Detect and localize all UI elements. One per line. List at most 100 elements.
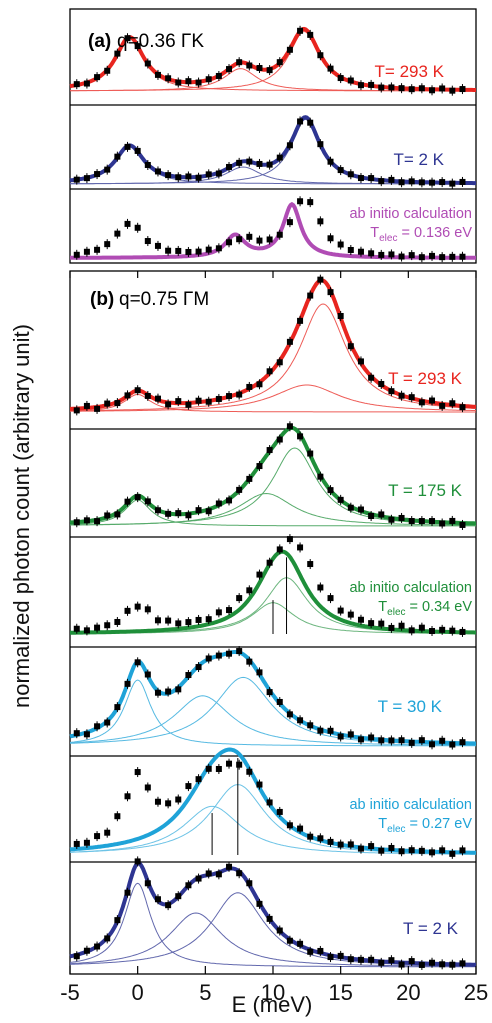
subplot-6-data-point	[307, 722, 314, 729]
subplot-8-data-point	[388, 957, 395, 964]
subplot-3-data-point	[357, 358, 364, 365]
label-b-calc2-t: T	[378, 816, 387, 832]
subplot-3-data-point	[388, 388, 395, 395]
subplot-4-data-point	[205, 508, 212, 515]
subplot-8-data-point	[226, 863, 233, 870]
subplot-4-data-point	[226, 497, 233, 504]
label-b-calc1-line2: Telec = 0.34 eV	[378, 599, 472, 618]
subplot-4-data-point	[104, 512, 111, 519]
subplot-0-data-point	[317, 52, 324, 59]
subplot-3-data-point	[459, 404, 466, 411]
subplot-5-data-point	[368, 620, 375, 627]
subplot-2-data-point	[144, 238, 151, 245]
subplot-3-data-point	[134, 387, 141, 394]
panel-a-frame	[69, 8, 477, 264]
subplot-2-data-point	[286, 219, 293, 226]
subplot-2-data-point	[246, 233, 253, 240]
subplot-0-data-point	[144, 60, 151, 67]
subplot-5-data-point	[73, 625, 80, 632]
subplot-0-data-point	[83, 80, 90, 87]
subplot-4-data-point	[286, 423, 293, 430]
subplot-2-data-point	[307, 199, 314, 206]
subplot-4-data-point	[114, 511, 121, 518]
subplot-8-component-1	[70, 912, 476, 967]
subplot-2-data-point	[398, 253, 405, 260]
subplot-6-data-point	[418, 737, 425, 744]
subplot-8-data-point	[266, 915, 273, 922]
subplot-2-calc-curve	[70, 201, 476, 260]
subplot-1-data-point	[459, 178, 466, 185]
subplot-3-data-point	[185, 401, 192, 408]
subplot-5-data-point	[154, 617, 161, 624]
subplot-6-data-point	[459, 739, 466, 746]
subplot-7-data-point	[246, 768, 253, 775]
subplot-5-data-point	[246, 587, 253, 594]
subplot-0-data-point	[154, 71, 161, 78]
subplot-7-data-point	[297, 825, 304, 832]
subplot-7-data-point	[429, 849, 436, 856]
subplot-8-data-point	[408, 958, 415, 965]
subplot-5-data-point	[276, 546, 283, 553]
x-tick-label: 20	[396, 980, 420, 1005]
subplot-5-data-point	[398, 622, 405, 629]
subplot-1-data-point	[175, 174, 182, 181]
subplot-2-data-point	[357, 248, 364, 255]
subplot-5-data-point	[459, 628, 466, 635]
subplot-3-data-point	[83, 402, 90, 409]
subplot-0-data-point	[94, 74, 101, 81]
subplot-2-data-point	[83, 248, 90, 255]
subplot-4-data-point	[144, 498, 151, 505]
subplot-7-data-point	[94, 833, 101, 840]
subplot-1-data-point	[337, 167, 344, 174]
subplot-7-data-point	[205, 765, 212, 772]
subplot-8-data-point	[195, 875, 202, 882]
subplot-5-data-point	[357, 616, 364, 623]
subplot-6-data-point	[429, 741, 436, 748]
panel-b-tag: (b)	[90, 289, 114, 310]
subplot-8-data-point	[276, 927, 283, 934]
subplot-4-data-point	[266, 447, 273, 454]
subplot-7-data-point	[459, 847, 466, 854]
subplot-6-data-point	[256, 669, 263, 676]
label-b-293k: T = 293 K	[388, 369, 463, 388]
subplot-3	[69, 274, 477, 416]
subplot-8-data-point	[175, 893, 182, 900]
subplot-5-data-point	[226, 607, 233, 614]
subplot-1-data-point	[114, 153, 121, 160]
subplot-2-data-point	[297, 198, 304, 205]
subplot-4-data-point	[347, 504, 354, 511]
subplot-7-data-point	[144, 784, 151, 791]
subplot-6-data-point	[388, 737, 395, 744]
subplot-0-data-point	[246, 62, 253, 69]
subplot-3-data-point	[266, 368, 273, 375]
subplot-6-data-point	[94, 723, 101, 730]
panel-b-q-label: q=0.75 ΓM	[119, 289, 209, 310]
subplot-7-data-point	[439, 847, 446, 854]
subplot-2-data-point	[347, 246, 354, 253]
subplot-7-data-point	[307, 833, 314, 840]
subplot-1-data-point	[134, 147, 141, 154]
label-b-calc1-t: T	[378, 599, 387, 615]
label-a-293k: T= 293 K	[375, 62, 445, 81]
subplot-8-data-point	[449, 961, 456, 968]
subplot-6-data-point	[347, 731, 354, 738]
subplot-5-data-point	[297, 544, 304, 551]
subplot-0-data-point	[307, 31, 314, 38]
subplot-6-component-1	[69, 695, 476, 746]
subplot-0-data-point	[185, 78, 192, 85]
subplot-3-data-point	[449, 400, 456, 407]
subplot-2-data-point	[337, 241, 344, 248]
subplot-3-data-point	[226, 393, 233, 400]
subplot-1-data-point	[297, 118, 304, 125]
subplot-8-data-point	[378, 959, 385, 966]
subplot-0-data-point	[134, 43, 141, 50]
subplot-6-data-point	[73, 730, 80, 737]
subplot-5-data-point	[134, 603, 141, 610]
x-tick-label: 25	[464, 980, 488, 1005]
subplot-6-data-point	[327, 727, 334, 734]
subplot-1-data-point	[327, 158, 334, 165]
subplot-2-data-point	[429, 252, 436, 259]
subplot-2-data-point	[226, 239, 233, 246]
subplot-3-data-point	[297, 317, 304, 324]
subplot-4-data-point	[378, 511, 385, 518]
